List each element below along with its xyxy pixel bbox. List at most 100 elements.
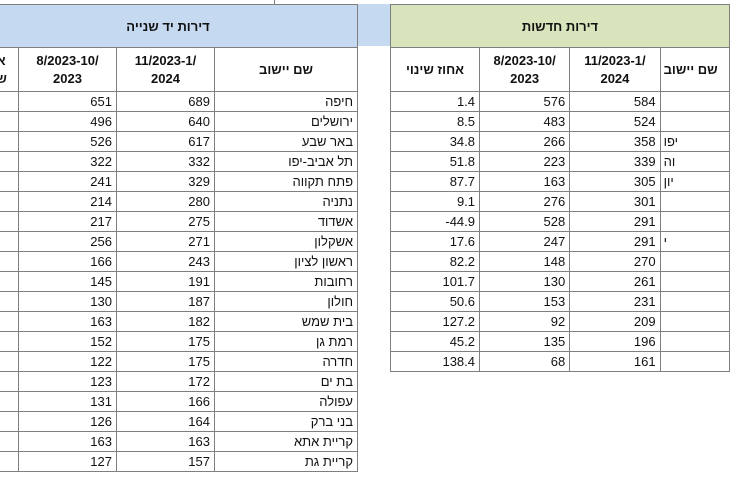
header-city[interactable]: שם יישוב: [214, 47, 358, 92]
period-new-cell[interactable]: 305: [569, 171, 661, 192]
period-old-cell[interactable]: 496: [18, 111, 117, 132]
header-change[interactable]: אחוז שינוי: [0, 47, 19, 92]
change-cell[interactable]: 5.8: [0, 91, 19, 112]
change-cell[interactable]: 127.2: [389, 311, 481, 332]
period-old-cell[interactable]: 256: [18, 231, 117, 252]
change-cell[interactable]: 9.8: [0, 411, 19, 432]
period-new-cell[interactable]: 231: [569, 291, 661, 312]
period-new-cell[interactable]: 271: [116, 231, 215, 252]
period-new-cell[interactable]: 175: [116, 351, 215, 372]
header-city[interactable]: שם יישוב: [659, 47, 730, 92]
period-old-cell[interactable]: 217: [18, 211, 117, 232]
period-old-cell[interactable]: 223: [479, 151, 571, 172]
period-new-cell[interactable]: 175: [116, 331, 215, 352]
city-cell[interactable]: אשקלון: [214, 231, 358, 252]
city-cell[interactable]: קריית גת: [214, 451, 358, 472]
city-cell[interactable]: יפו: [659, 131, 730, 152]
period-new-cell[interactable]: 157: [116, 451, 215, 472]
city-cell[interactable]: [659, 311, 730, 332]
period-old-cell[interactable]: 152: [18, 331, 117, 352]
period-old-cell[interactable]: 153: [479, 291, 571, 312]
period-old-cell[interactable]: 145: [18, 271, 117, 292]
city-cell[interactable]: רחובות: [214, 271, 358, 292]
period-old-cell[interactable]: 123: [18, 371, 117, 392]
period-new-cell[interactable]: 339: [569, 151, 661, 172]
period-old-cell[interactable]: 135: [479, 331, 571, 352]
header-period-old[interactable]: 8/2023-10/ 2023: [479, 47, 571, 92]
period-new-cell[interactable]: 270: [569, 251, 661, 272]
change-cell[interactable]: 82.2: [389, 251, 481, 272]
change-cell[interactable]: 5.9: [0, 231, 19, 252]
period-new-cell[interactable]: 166: [116, 391, 215, 412]
period-old-cell[interactable]: 92: [479, 311, 571, 332]
period-old-cell[interactable]: 247: [479, 231, 571, 252]
change-cell[interactable]: 1.4: [389, 91, 481, 112]
change-cell[interactable]: 3.2: [0, 451, 19, 472]
change-cell[interactable]: 17.6: [389, 231, 481, 252]
period-old-cell[interactable]: 651: [18, 91, 117, 112]
period-old-cell[interactable]: 483: [479, 111, 571, 132]
change-cell[interactable]: 6.8: [0, 251, 19, 272]
change-cell[interactable]: 6.7: [0, 211, 19, 232]
change-cell[interactable]: 101.7: [389, 271, 481, 292]
change-cell[interactable]: 3.4: [0, 291, 19, 312]
city-cell[interactable]: [659, 91, 730, 112]
period-old-cell[interactable]: 127: [18, 451, 117, 472]
period-new-cell[interactable]: 261: [569, 271, 661, 292]
period-new-cell[interactable]: 617: [116, 131, 215, 152]
header-period-new[interactable]: 11/2023-1/ 2024: [116, 47, 215, 92]
period-old-cell[interactable]: 163: [479, 171, 571, 192]
city-cell[interactable]: באר שבע: [214, 131, 358, 152]
city-cell[interactable]: [659, 111, 730, 132]
period-old-cell[interactable]: 166: [18, 251, 117, 272]
change-cell[interactable]: 1.1: [0, 191, 19, 212]
city-cell[interactable]: [659, 211, 730, 232]
period-old-cell[interactable]: 214: [18, 191, 117, 212]
period-new-cell[interactable]: 358: [569, 131, 661, 152]
city-cell[interactable]: פתח תקווה: [214, 171, 358, 192]
period-new-cell[interactable]: 640: [116, 111, 215, 132]
change-cell[interactable]: 8.5: [389, 111, 481, 132]
change-cell[interactable]: 9.1: [389, 191, 481, 212]
city-cell[interactable]: י: [659, 231, 730, 252]
period-new-cell[interactable]: 689: [116, 91, 215, 112]
period-old-cell[interactable]: 148: [479, 251, 571, 272]
city-cell[interactable]: חדרה: [214, 351, 358, 372]
city-cell[interactable]: בית שמש: [214, 311, 358, 332]
city-cell[interactable]: תל אביב-יפו: [214, 151, 358, 172]
period-old-cell[interactable]: 322: [18, 151, 117, 172]
period-old-cell[interactable]: 130: [18, 291, 117, 312]
period-old-cell[interactable]: 163: [18, 311, 117, 332]
header-change[interactable]: אחוז שינוי: [389, 47, 481, 92]
period-new-cell[interactable]: 163: [116, 431, 215, 452]
period-new-cell[interactable]: 191: [116, 271, 215, 292]
city-cell[interactable]: ראשון לציון: [214, 251, 358, 272]
period-new-cell[interactable]: 301: [569, 191, 661, 212]
period-old-cell[interactable]: 276: [479, 191, 571, 212]
city-cell[interactable]: יון: [659, 171, 730, 192]
period-new-cell[interactable]: 243: [116, 251, 215, 272]
change-cell[interactable]: 3.8: [0, 351, 19, 372]
period-old-cell[interactable]: 576: [479, 91, 571, 112]
header-period-new[interactable]: 11/2023-1/ 2024: [569, 47, 661, 92]
city-cell[interactable]: ירושלים: [214, 111, 358, 132]
city-cell[interactable]: עפולה: [214, 391, 358, 412]
city-cell[interactable]: נתניה: [214, 191, 358, 212]
city-cell[interactable]: חולון: [214, 291, 358, 312]
city-cell[interactable]: וה: [659, 151, 730, 172]
period-old-cell[interactable]: 122: [18, 351, 117, 372]
city-cell[interactable]: רמת גן: [214, 331, 358, 352]
period-old-cell[interactable]: 528: [479, 211, 571, 232]
city-cell[interactable]: [659, 191, 730, 212]
header-period-old[interactable]: 8/2023-10/ 2023: [18, 47, 117, 92]
period-new-cell[interactable]: 329: [116, 171, 215, 192]
change-cell[interactable]: 1.4: [0, 271, 19, 292]
change-cell[interactable]: 5.4: [0, 331, 19, 352]
change-cell[interactable]: 87.7: [389, 171, 481, 192]
period-new-cell[interactable]: 524: [569, 111, 661, 132]
period-old-cell[interactable]: 163: [18, 431, 117, 452]
change-cell[interactable]: 50.6: [389, 291, 481, 312]
period-old-cell[interactable]: 68: [479, 351, 571, 372]
city-cell[interactable]: [659, 291, 730, 312]
change-cell[interactable]: 9.8: [0, 371, 19, 392]
